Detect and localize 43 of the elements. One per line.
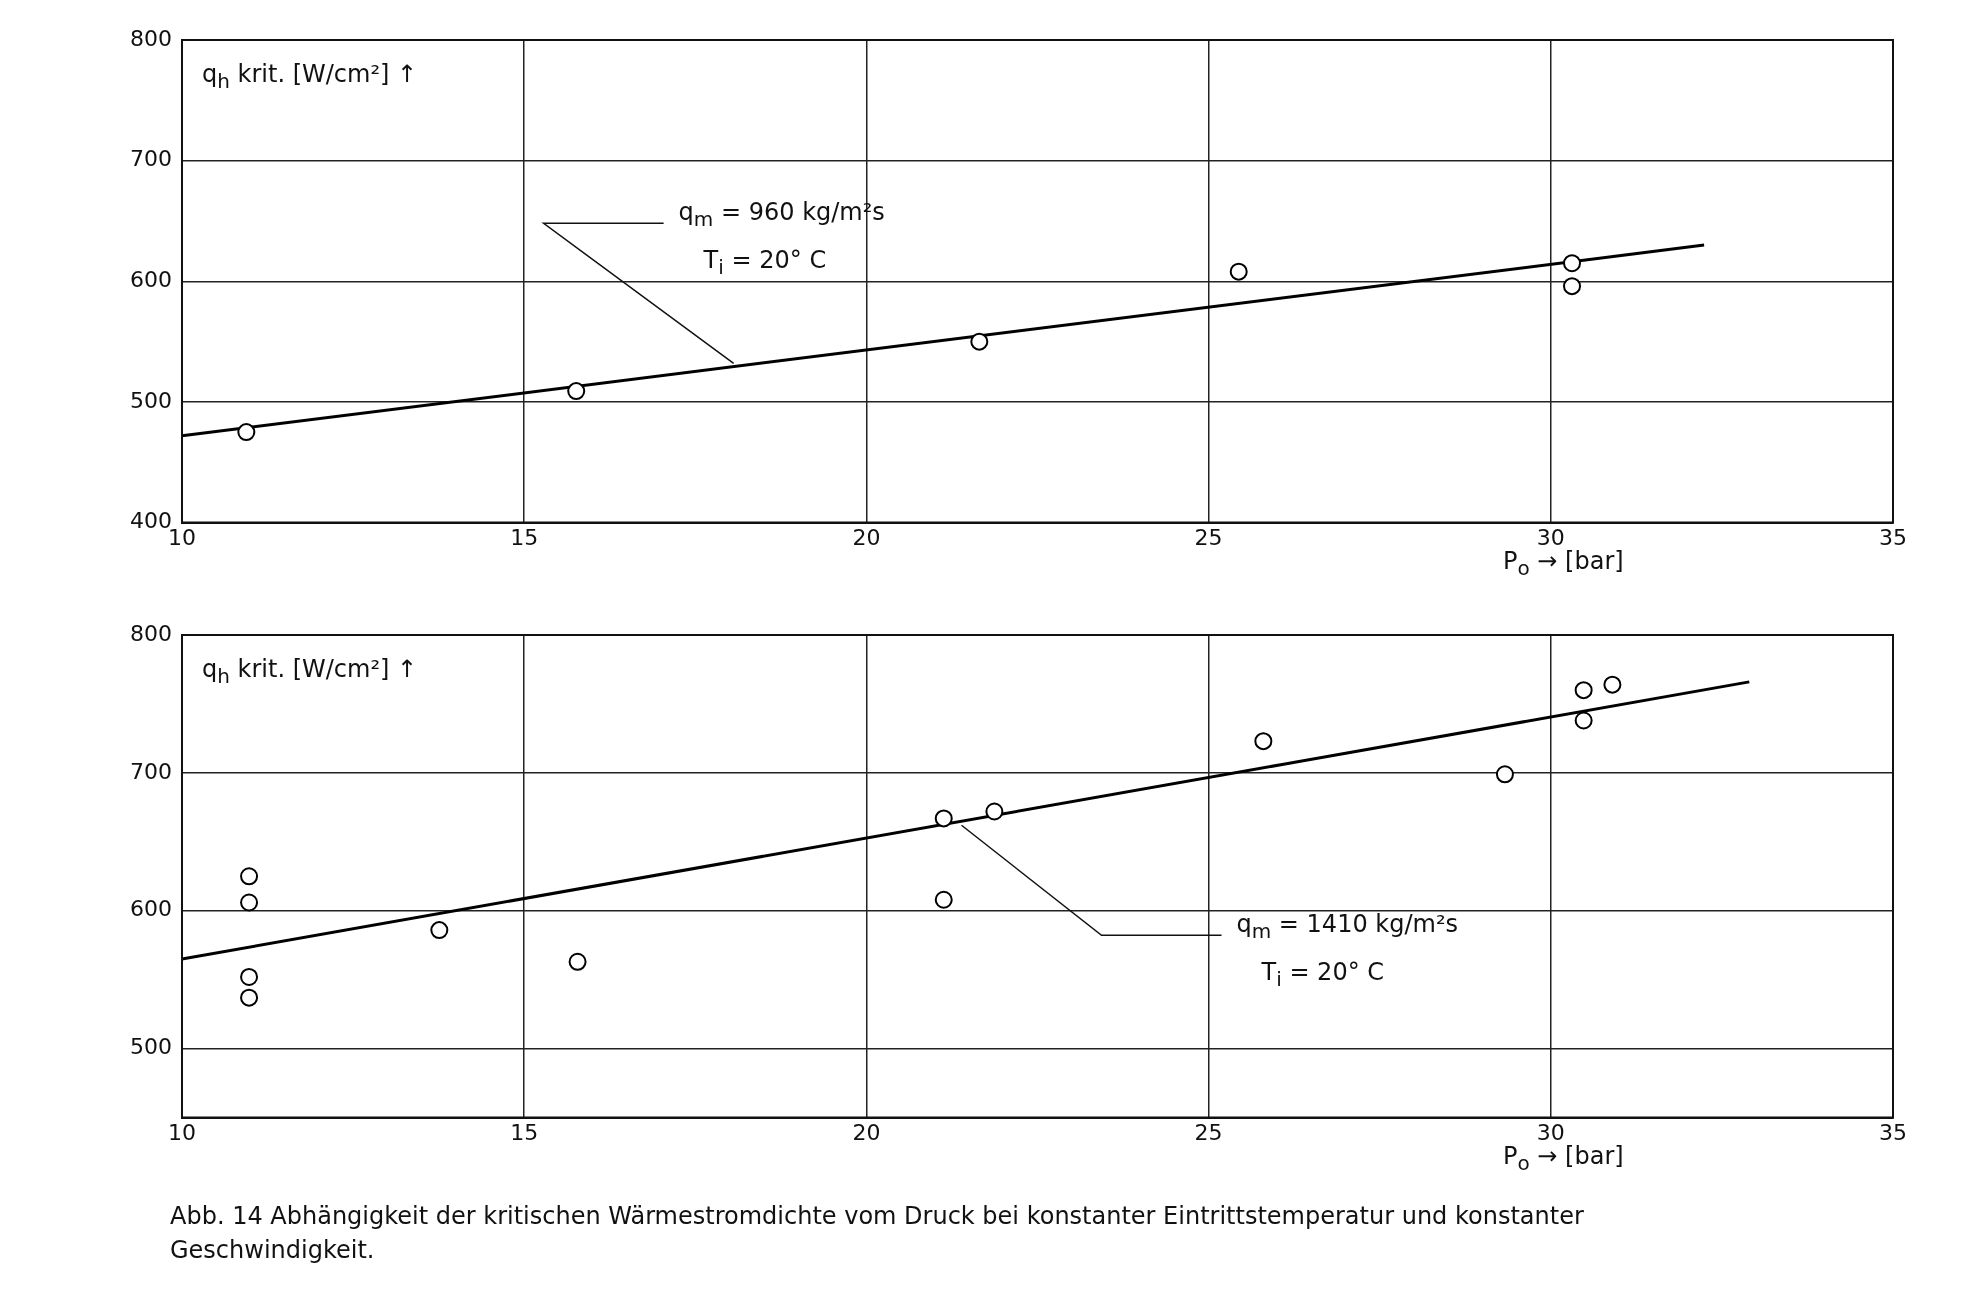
x-tick-label: 25	[1194, 524, 1223, 550]
point	[240, 967, 259, 986]
point	[934, 809, 953, 828]
point	[1603, 675, 1622, 694]
y-tick-label: 700	[129, 146, 172, 172]
point	[237, 423, 256, 442]
point	[1495, 765, 1514, 784]
y-tick-label: 800	[129, 25, 172, 51]
annotation: T$_{i}$ = 20° C	[703, 245, 827, 282]
x-tick-label: 15	[510, 1119, 539, 1145]
y-tick-label: 500	[129, 387, 172, 413]
point	[1229, 262, 1248, 281]
point	[934, 890, 953, 909]
point	[1254, 732, 1273, 751]
x-tick-label: 35	[1879, 524, 1907, 550]
x-tick-label: 35	[1879, 1119, 1907, 1145]
x-tick-label: 20	[852, 524, 881, 550]
y-axis-title: q$_{h}$ krit. [W/cm²] ↑	[201, 655, 418, 688]
point	[1563, 254, 1582, 273]
point	[1574, 711, 1593, 730]
point	[567, 382, 586, 401]
point	[240, 893, 259, 912]
annotation: T$_{i}$ = 20° C	[1261, 957, 1385, 994]
point	[568, 952, 587, 971]
point	[985, 802, 1004, 821]
y-tick-label: 800	[129, 620, 172, 646]
annotation: q$_{m}$ = 1410 kg/m²s	[1236, 909, 1459, 946]
point	[240, 988, 259, 1007]
y-tick-label: 700	[129, 758, 172, 784]
y-tick-label: 600	[129, 896, 172, 922]
x-tick-label: 10	[167, 1119, 196, 1145]
point	[240, 867, 259, 886]
point	[430, 921, 449, 940]
point	[1563, 277, 1582, 296]
y-tick-label: 600	[129, 267, 172, 293]
y-axis-title: q$_{h}$ krit. [W/cm²] ↑	[201, 60, 418, 93]
caption: Abb. 14 Abhängigkeit der kritischen Wärmestromdichte vom Druck bei konstanter Eintrittstemperatur und konstanter Geschwindigkeit.	[170, 1201, 1585, 1266]
x-tick-label: 15	[510, 524, 539, 550]
point	[1574, 681, 1593, 700]
point	[970, 332, 989, 351]
y-tick-label: 500	[129, 1034, 172, 1060]
x-tick-label: 25	[1194, 1119, 1223, 1145]
x-tick-label: 20	[852, 1119, 881, 1145]
